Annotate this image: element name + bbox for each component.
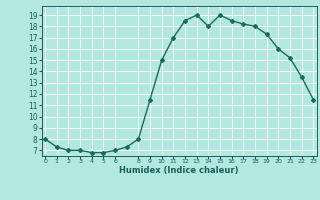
X-axis label: Humidex (Indice chaleur): Humidex (Indice chaleur)	[119, 166, 239, 175]
